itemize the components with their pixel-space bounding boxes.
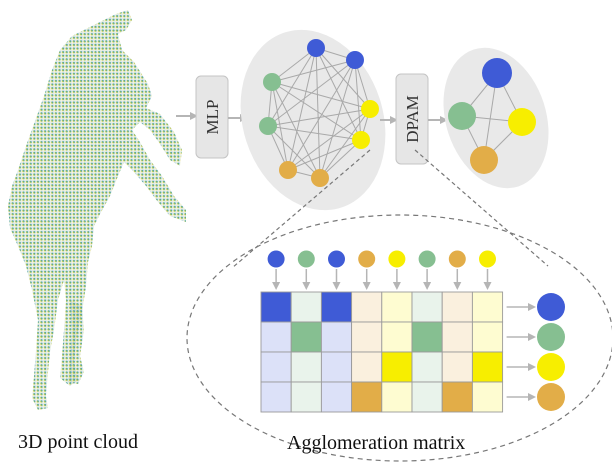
horse-hind-leg (68, 300, 84, 384)
graph1-edge (267, 125, 321, 179)
matrix-cell (441, 381, 473, 413)
graph1-node-orange (311, 169, 329, 187)
graph1-edge (271, 59, 356, 83)
graph1-edge (287, 59, 356, 171)
matrix-cell (290, 321, 322, 353)
matrix-cell (441, 321, 473, 353)
zoom-line-left (231, 149, 371, 269)
matrix-cell (411, 321, 443, 353)
matrix-cell (290, 381, 322, 413)
graph1-edge (319, 59, 356, 179)
graph1-node-green (263, 73, 281, 91)
output-node-orange (537, 383, 565, 411)
graph1-edge (287, 108, 371, 171)
graph2-background (443, 47, 549, 189)
input-node-orange (358, 250, 376, 268)
input-node-blue (328, 250, 345, 268)
matrix-cell (260, 381, 292, 413)
agglomeration-detail (260, 250, 565, 413)
zoom-line-right (414, 149, 549, 267)
graph1-edge (267, 125, 362, 141)
matrix-cell (351, 291, 383, 323)
graph1-node-blue (307, 39, 325, 57)
matrix-cell (320, 291, 353, 323)
input-node-green (418, 250, 436, 268)
matrix-cell (381, 351, 413, 383)
matrix-cell (260, 321, 292, 353)
point-cloud-horse (8, 10, 186, 410)
graph1-edge (287, 139, 362, 171)
input-node-blue (267, 250, 285, 268)
graph1-node-green (259, 117, 277, 135)
matrix-cell (290, 291, 322, 323)
graph1-edge (315, 47, 362, 141)
graph1-edge (271, 47, 317, 83)
matrix-cell (381, 291, 413, 323)
point-cloud-caption: 3D point cloud (18, 431, 138, 453)
graph1-node-yellow (361, 100, 379, 118)
graph2-node-green (448, 102, 476, 130)
matrix-cell (471, 321, 504, 353)
matrix-cell (411, 291, 443, 323)
graph1-edge (287, 47, 317, 171)
graph1-node-blue (346, 51, 364, 69)
graph1-edge (271, 81, 371, 110)
graph1-edge (315, 47, 371, 110)
input-node-yellow (479, 250, 496, 268)
graph1-edge (319, 139, 362, 179)
output-node-yellow (537, 353, 565, 381)
matrix-cell (471, 351, 504, 383)
output-node-blue (537, 293, 565, 321)
matrix-cell (260, 351, 292, 383)
graph2-node-yellow (508, 108, 536, 136)
matrix-cell (351, 321, 383, 353)
matrix-cell (290, 351, 322, 383)
graph1-edge (271, 81, 362, 141)
input-node-yellow (388, 250, 406, 268)
graph2-node-blue (482, 58, 512, 88)
matrix-cell (411, 381, 443, 413)
output-node-green (537, 323, 565, 351)
matrix-cell (320, 321, 353, 353)
matrix-cell (441, 291, 473, 323)
graph1-edge (319, 108, 371, 179)
matrix-cell (381, 321, 413, 353)
matrix-cell (351, 351, 383, 383)
matrix-cell (320, 351, 353, 383)
matrix-cell (381, 381, 413, 413)
graph1-edge (354, 59, 362, 141)
matrix-cell (411, 351, 443, 383)
graph1-node-yellow (352, 131, 370, 149)
graph2-node-orange (470, 146, 498, 174)
graph1-node-orange (279, 161, 297, 179)
input-node-green (297, 250, 315, 268)
matrix-cell (471, 291, 504, 323)
mlp-label: MLP (203, 100, 222, 135)
mlp-block: MLP (195, 75, 229, 159)
matrix-cell (471, 381, 504, 413)
graph1-edge (267, 108, 371, 127)
agglomeration-caption: Agglomeration matrix (287, 432, 465, 454)
input-node-orange (448, 250, 466, 268)
agglomeration-callout (186, 214, 612, 462)
matrix-cell (351, 381, 383, 413)
matrix-cell (320, 381, 353, 413)
graph1-edge (271, 81, 289, 171)
dpam-block: DPAM (395, 73, 429, 165)
pooled-graph (443, 47, 549, 189)
horse-body (8, 10, 186, 410)
matrix-cell (441, 351, 473, 383)
dpam-label: DPAM (403, 95, 422, 143)
matrix-cell (260, 291, 292, 323)
fully-connected-graph (240, 29, 386, 211)
